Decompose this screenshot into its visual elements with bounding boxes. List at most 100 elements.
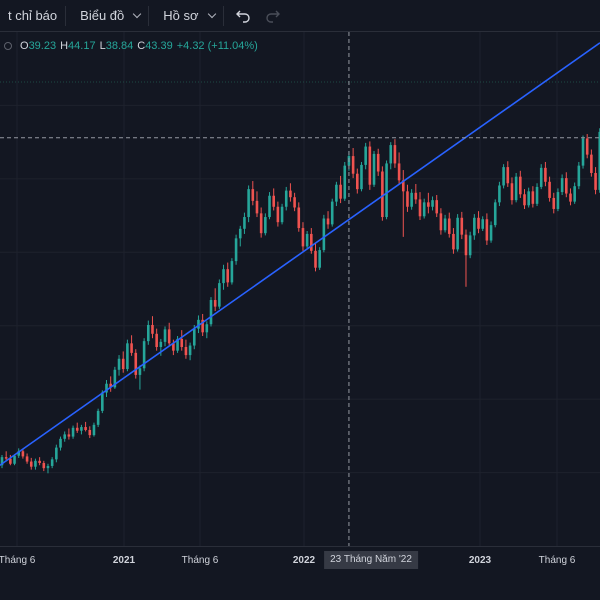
candle-up [280,206,284,223]
chart-grid [0,32,600,546]
candle-up [138,368,142,375]
time-axis[interactable]: Tháng 6 2021 Tháng 6 2022 2023 Tháng 6 2… [0,546,600,573]
undo-icon [235,10,250,23]
candle-up [335,184,338,202]
candle-down [201,319,204,333]
open-value: 39.23 [28,40,57,52]
candle-up [410,192,413,207]
candle-up [63,434,66,439]
undo-button[interactable] [228,0,258,32]
candle-down [585,138,589,155]
time-axis-label: 2023 [468,555,492,566]
candle-up [560,178,564,193]
candle-up [422,202,426,217]
candle-down [523,194,526,206]
candle-up [481,219,484,229]
candle-down [506,167,510,184]
candle-up [34,460,37,467]
candle-down [439,213,443,231]
candle-down [42,463,46,469]
candlestick-series [0,128,600,474]
candle-down [314,250,317,268]
bottom-strip [0,572,600,600]
candle-up [431,200,434,207]
candle-down [226,269,230,283]
chart-type-menu[interactable]: Biểu đồ [66,0,148,32]
candle-up [59,438,62,448]
candle-up [502,167,505,186]
candle-up [142,341,146,369]
candle-up [539,167,543,187]
close-key: C [137,40,146,52]
candle-down [4,457,8,459]
candle-up [456,217,459,250]
candle-up [372,153,376,185]
redo-icon [265,10,280,23]
candle-up [218,283,221,307]
candle-down [310,233,313,251]
ohlc-legend: O 39.23 H 44.17 L 38.84 C 43.39 +4.32 (+11.0… [0,37,262,55]
candle-up [46,465,50,469]
candle-down [293,197,296,208]
time-axis-label: 2021 [112,555,136,566]
candle-up [243,217,246,229]
candle-up [577,165,581,187]
chevron-down-icon [207,9,216,19]
candle-down [38,460,41,464]
candle-down [435,200,439,214]
indicators-button[interactable]: t chỉ báo [0,0,65,32]
candle-up [318,250,321,268]
candle-down [172,343,175,351]
candle-down [25,456,29,462]
candle-down [213,300,217,307]
candle-down [272,195,275,207]
candle-up [176,338,179,351]
candle-up [364,146,367,165]
candle-down [167,329,171,344]
candle-up [113,369,117,388]
candle-up [573,186,576,202]
candle-down [427,202,430,207]
candle-down [397,163,401,181]
candle-down [84,427,87,430]
candle-up [71,427,75,437]
candle-up [385,163,388,218]
candle-down [326,218,330,225]
redo-button[interactable] [258,0,288,32]
trend-line [0,42,600,467]
candle-down [21,451,25,457]
candle-up [230,261,234,283]
candle-down [134,352,138,375]
candle-up [443,218,447,231]
candle-down [259,213,263,234]
candle-up [268,195,271,218]
toolbar-divider [65,5,67,26]
candle-down [381,171,384,218]
candle-down [548,181,551,198]
time-axis-label: Tháng 6 [0,555,36,566]
candle-down [464,234,468,256]
candle-down [255,200,259,214]
candle-down [477,217,480,229]
candle-down [414,192,418,200]
chevron-down-icon [133,9,142,19]
candle-up [535,186,539,204]
series-visibility-icon[interactable] [4,42,12,50]
candle-down [67,434,71,437]
high-value: 44.17 [68,40,96,52]
candle-up [247,189,250,218]
price-chart[interactable] [0,32,600,546]
toolbar-divider [148,5,150,26]
time-axis-label: Tháng 6 [538,555,576,566]
candle-up [163,329,167,342]
candle-up [101,392,104,411]
candle-up [527,191,530,206]
candle-up [205,324,209,333]
candle-up [238,228,242,239]
candle-up [80,427,83,431]
candle-up [598,131,600,190]
candle-down [339,184,342,199]
profile-menu-label: Hồ sơ [163,8,199,23]
candle-down [356,173,359,190]
profile-menu[interactable]: Hồ sơ [149,0,222,32]
